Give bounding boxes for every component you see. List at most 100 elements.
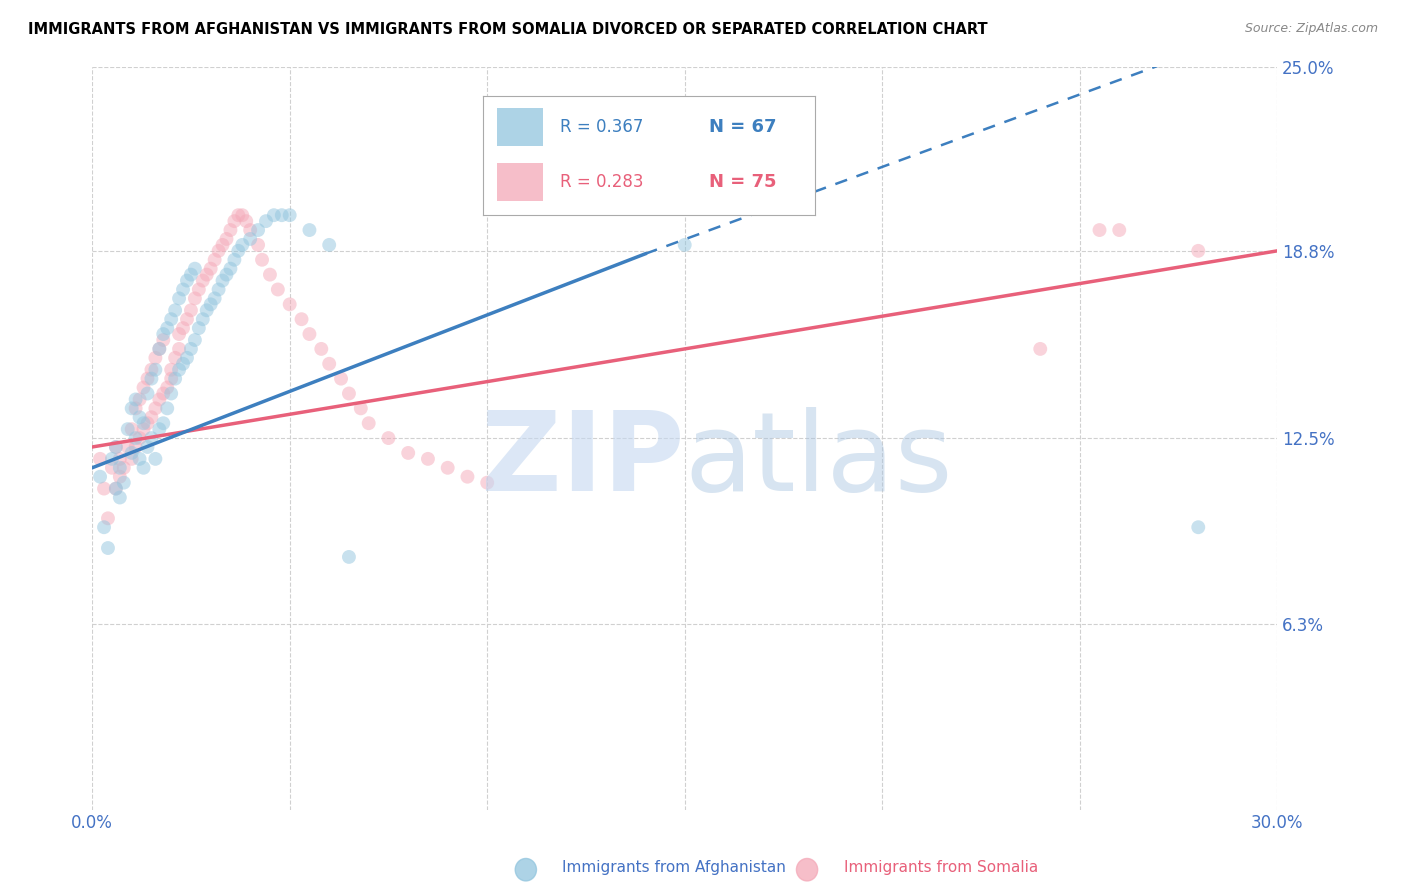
Point (290, 312, 312, 326)
Point (141, 362, 163, 376)
Point (112, 460, 135, 475)
Point (207, 283, 229, 297)
Text: ZIP: ZIP (481, 407, 685, 514)
Point (211, 238, 233, 252)
Point (298, 223, 321, 237)
Text: IMMIGRANTS FROM AFGHANISTAN VS IMMIGRANTS FROM SOMALIA DIVORCED OR SEPARATED COR: IMMIGRANTS FROM AFGHANISTAN VS IMMIGRANT… (28, 22, 988, 37)
Point (318, 357, 340, 371)
Point (200, 297, 222, 311)
Point (239, 223, 262, 237)
Point (167, 362, 190, 376)
Point (104, 440, 127, 454)
Point (101, 460, 124, 475)
Point (104, 482, 127, 496)
Point (121, 451, 143, 466)
Point (132, 460, 155, 475)
Point (180, 342, 202, 356)
Point (456, 469, 478, 483)
Point (108, 491, 131, 505)
Point (270, 208, 292, 222)
Point (148, 392, 170, 407)
Point (148, 342, 170, 356)
Point (124, 431, 146, 445)
Point (247, 238, 270, 252)
Point (298, 327, 321, 342)
Text: Immigrants from Somalia: Immigrants from Somalia (844, 860, 1038, 874)
Point (152, 333, 174, 347)
Point (219, 223, 242, 237)
Point (97, 511, 120, 525)
Point (145, 362, 167, 376)
Point (156, 380, 179, 394)
Point (145, 451, 167, 466)
Point (416, 451, 439, 466)
Point (165, 303, 187, 318)
Point (204, 292, 226, 306)
Point (128, 392, 150, 407)
Point (673, 238, 696, 252)
Point (278, 297, 301, 311)
Text: atlas: atlas (685, 407, 953, 514)
Point (239, 232, 262, 246)
Point (97, 541, 120, 555)
Point (176, 351, 198, 365)
Point (180, 268, 202, 282)
Point (108, 451, 131, 466)
Point (93, 482, 115, 496)
Point (132, 380, 155, 394)
Point (136, 440, 159, 454)
Point (215, 268, 238, 282)
Point (180, 303, 202, 318)
Point (1029, 342, 1052, 356)
Point (1187, 520, 1209, 534)
Point (121, 446, 143, 460)
Point (136, 416, 159, 430)
Point (231, 208, 253, 222)
Point (141, 431, 163, 445)
Point (145, 401, 167, 416)
Point (121, 401, 143, 416)
Point (195, 303, 218, 318)
Point (112, 475, 135, 490)
Point (165, 351, 187, 365)
Point (93, 520, 115, 534)
Point (132, 416, 155, 430)
Point (132, 422, 155, 436)
Point (167, 342, 190, 356)
Point (184, 261, 207, 276)
Point (235, 214, 257, 228)
Point (224, 214, 246, 228)
Point (108, 469, 131, 483)
Point (152, 416, 174, 430)
Point (215, 232, 238, 246)
Point (1088, 223, 1111, 237)
Point (187, 283, 209, 297)
Point (219, 261, 242, 276)
Point (172, 321, 194, 335)
Point (318, 238, 340, 252)
Point (377, 431, 399, 445)
Point (104, 440, 127, 454)
Point (148, 422, 170, 436)
Point (311, 342, 333, 356)
Point (172, 283, 194, 297)
Point (148, 342, 170, 356)
Point (224, 252, 246, 267)
Point (89, 469, 111, 483)
Point (228, 244, 250, 258)
Point (337, 549, 360, 564)
Point (330, 371, 353, 385)
Circle shape (796, 858, 818, 881)
Point (191, 274, 214, 288)
Point (165, 371, 187, 385)
Point (278, 208, 301, 222)
Point (200, 261, 222, 276)
Point (195, 268, 218, 282)
Point (145, 351, 167, 365)
Point (160, 362, 183, 376)
Point (263, 208, 285, 222)
Point (124, 440, 146, 454)
Point (172, 357, 194, 371)
Point (436, 460, 458, 475)
Point (228, 208, 250, 222)
